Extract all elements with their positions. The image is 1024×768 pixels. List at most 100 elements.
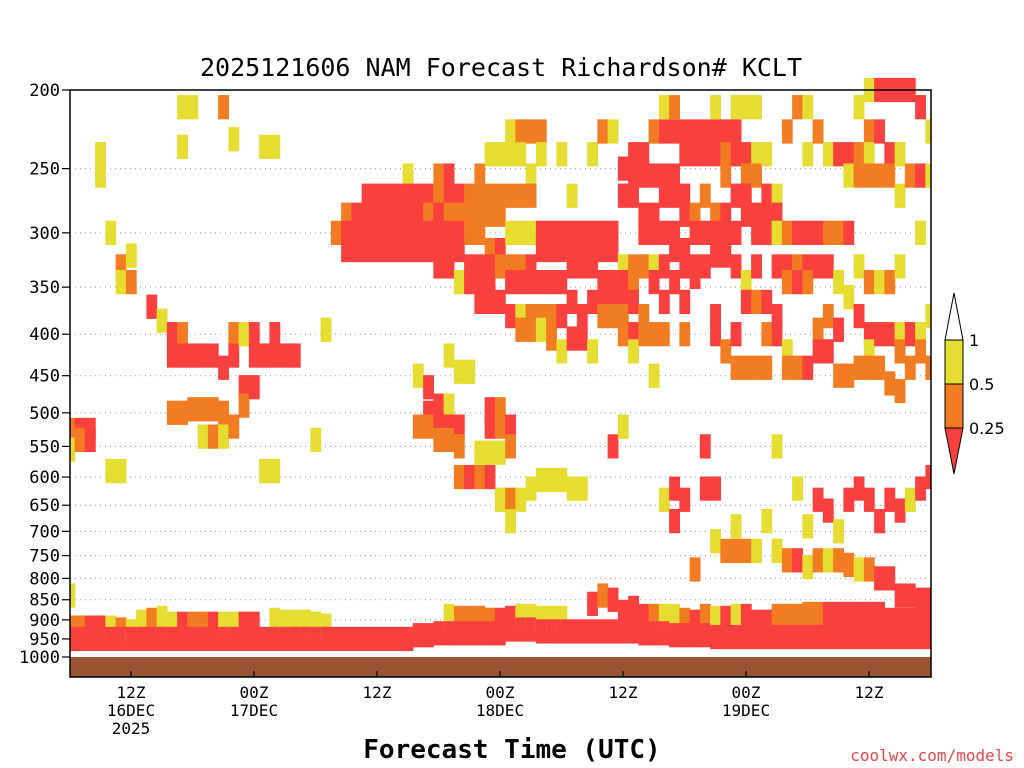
heatmap-cell — [464, 359, 475, 384]
heatmap-cell — [710, 202, 721, 227]
heatmap-cell — [853, 142, 865, 167]
heatmap-cell — [617, 254, 629, 279]
heatmap-cell — [802, 555, 814, 580]
heatmap-cell — [289, 343, 301, 368]
heatmap-cell — [566, 619, 578, 644]
heatmap-cell — [802, 601, 814, 627]
heatmap-cell — [587, 237, 598, 263]
heatmap-cell — [720, 142, 732, 167]
heatmap-cell — [494, 237, 506, 263]
heatmap-cell — [177, 611, 188, 636]
x-tick-label: 12Z — [855, 683, 884, 702]
heatmap-cell — [505, 269, 516, 295]
heatmap-cell — [628, 269, 639, 295]
heatmap-cell — [443, 393, 455, 418]
heatmap-cell — [248, 322, 260, 347]
heatmap-cell — [146, 626, 158, 652]
heatmap-cell — [648, 621, 660, 646]
heatmap-cell — [925, 163, 931, 188]
heatmap-cell — [576, 220, 588, 245]
heatmap-cell — [443, 427, 455, 453]
heatmap-cell — [699, 254, 711, 279]
heatmap-cell — [218, 95, 229, 120]
heatmap-cell — [218, 611, 229, 636]
heatmap-cell — [494, 621, 506, 646]
heatmap-cell — [740, 202, 752, 227]
heatmap-cell — [781, 220, 793, 245]
heatmap-cell — [853, 476, 865, 501]
heatmap-cell — [576, 476, 588, 501]
heatmap-cell — [515, 603, 527, 629]
heatmap-cell — [863, 355, 875, 380]
heatmap-cell — [802, 269, 814, 295]
heatmap-cell — [812, 254, 824, 279]
heatmap-cell — [730, 95, 742, 120]
heatmap-cell — [443, 343, 455, 368]
heatmap-cell — [433, 393, 445, 418]
heatmap-cell — [638, 254, 650, 279]
heatmap-cell — [443, 220, 455, 245]
heatmap-cell — [894, 254, 906, 279]
heatmap-cell — [546, 605, 557, 631]
heatmap-cell — [669, 220, 680, 245]
heatmap-cell — [710, 322, 721, 347]
heatmap-cell — [505, 183, 516, 208]
heatmap-cell — [228, 322, 240, 347]
heatmap-cell — [474, 289, 486, 315]
heatmap-cell — [863, 322, 875, 347]
heatmap-cell — [515, 617, 527, 642]
heatmap-cell — [330, 220, 342, 245]
heatmap-cell — [412, 237, 424, 263]
heatmap-cell — [792, 254, 803, 279]
heatmap-cell — [751, 202, 762, 227]
heatmap-cell — [341, 202, 352, 227]
heatmap-cell — [628, 289, 639, 315]
heatmap-cell — [740, 538, 752, 564]
heatmap-cell — [423, 414, 434, 439]
heatmap-cell — [822, 601, 834, 627]
heatmap-cell — [771, 624, 783, 650]
heatmap-cell — [330, 626, 342, 652]
heatmap-cell — [689, 623, 701, 648]
heatmap-cell — [853, 304, 865, 329]
heatmap-cell — [125, 269, 137, 295]
heatmap-cell — [166, 626, 178, 652]
heatmap-cell — [751, 355, 762, 380]
heatmap-cell — [658, 487, 670, 512]
heatmap-cell — [556, 237, 568, 263]
heatmap-cell — [484, 414, 496, 439]
heatmap-cell — [628, 339, 639, 364]
heatmap-cell — [720, 339, 732, 364]
heatmap-cell — [525, 617, 537, 642]
heatmap-cell — [218, 355, 229, 380]
heatmap-cell — [863, 487, 875, 512]
heatmap-cell — [95, 163, 106, 188]
heatmap-cell — [689, 264, 701, 290]
heatmap-cell — [371, 183, 383, 208]
heatmap-cell — [648, 202, 660, 227]
heatmap-cell — [710, 529, 721, 554]
heatmap-cell — [833, 269, 844, 295]
heatmap-cell — [74, 626, 86, 652]
heatmap-cell — [853, 624, 865, 650]
heatmap-cell — [904, 607, 916, 633]
heatmap-cell — [248, 375, 260, 400]
heatmap-cell — [484, 269, 496, 295]
heatmap-cell — [781, 355, 793, 380]
heatmap-cell — [525, 269, 537, 295]
heatmap-cell — [812, 624, 824, 650]
heatmap-cell — [648, 254, 660, 279]
colorbar-label: 1 — [969, 331, 979, 350]
heatmap-cell — [474, 440, 486, 465]
heatmap-cell — [207, 397, 219, 422]
heatmap-cell — [382, 237, 393, 263]
heatmap-cell — [617, 156, 629, 181]
heatmap-cell — [699, 623, 711, 648]
heatmap-cell — [781, 603, 793, 629]
heatmap-cell — [494, 607, 506, 633]
heatmap-cell — [187, 343, 199, 368]
heatmap-cell — [853, 254, 865, 279]
heatmap-cell — [740, 163, 752, 188]
heatmap-cell — [894, 583, 906, 608]
